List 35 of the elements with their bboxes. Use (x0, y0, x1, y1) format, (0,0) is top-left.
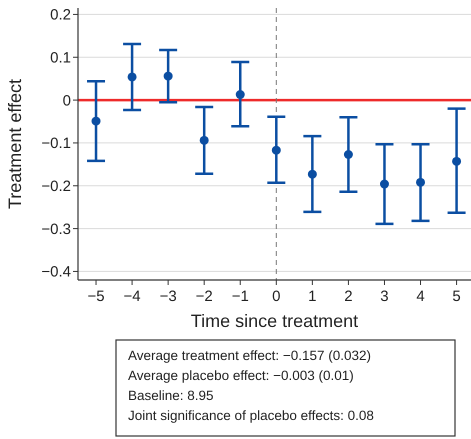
point (380, 180, 389, 189)
text: Average treatment effect: −0.157 (0.032) (128, 348, 372, 363)
x-tick-label: −4 (124, 288, 141, 305)
x-tick-label: 1 (308, 288, 317, 305)
x-tick-label: 2 (344, 288, 353, 305)
x-tick-label: −1 (232, 288, 249, 305)
x-tick-label: 0 (272, 288, 280, 305)
point (128, 72, 137, 82)
point (452, 156, 462, 166)
text: Baseline: 8.95 (128, 388, 214, 403)
point (92, 116, 101, 126)
text: Joint significance of placebo effects: 0.08 (128, 408, 374, 423)
x-tick-label: 5 (452, 288, 461, 305)
x-tick-label: −3 (160, 288, 177, 305)
x-tick-label: −5 (87, 288, 105, 305)
x-tick-label: 3 (380, 288, 389, 305)
point (308, 170, 317, 179)
y-tick-label: −0.1 (41, 135, 71, 152)
point (344, 150, 353, 159)
y-tick-label: 0.2 (50, 6, 71, 24)
point (272, 146, 281, 155)
x-axis-title: Time since treatment (190, 311, 358, 331)
y-tick-label: 0 (62, 92, 71, 110)
y-tick-label: −0.3 (41, 220, 71, 238)
text: Average placebo effect: −0.003 (0.01) (128, 368, 354, 383)
y-tick-label: 0.1 (50, 50, 71, 67)
y-axis-title: Treatment effect (5, 78, 25, 210)
point (236, 90, 245, 100)
x-tick-label: 4 (416, 288, 425, 305)
y-tick-label: −0.4 (41, 264, 71, 281)
point (416, 178, 426, 187)
y-tick-label: −0.2 (41, 178, 71, 196)
point (164, 72, 173, 81)
x-tick-label: −2 (196, 288, 213, 305)
point (200, 136, 209, 145)
